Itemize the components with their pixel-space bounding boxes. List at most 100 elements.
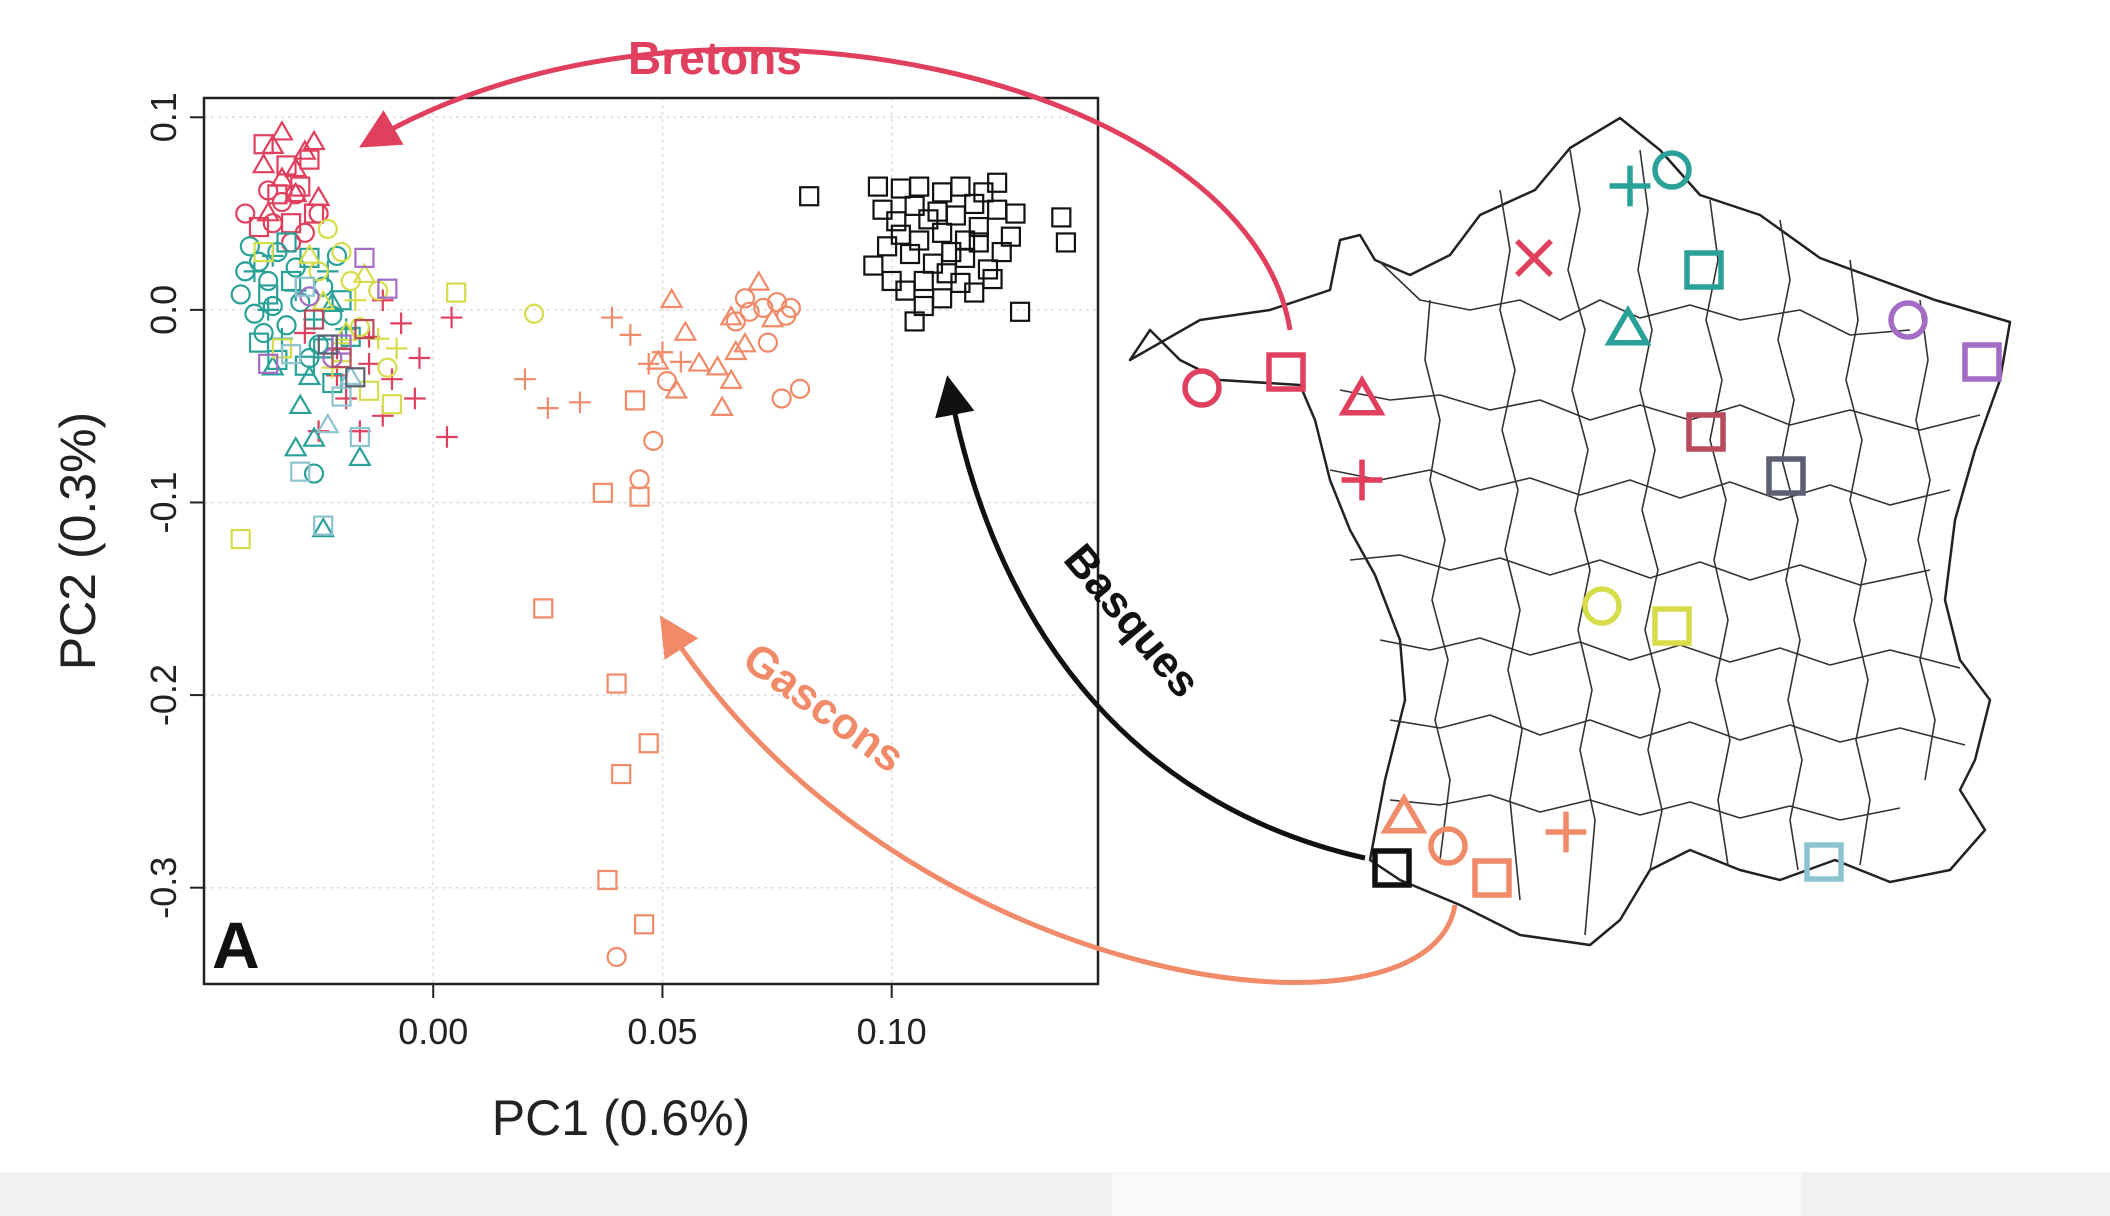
point-yellow-plus-0 [344,289,367,312]
point-red-square-7 [248,216,270,238]
map-marker-square-basque [1372,848,1412,888]
point-orange-triangle-2 [687,351,711,372]
point-black-square-44 [918,209,939,230]
map-marker-square-center [1652,606,1692,646]
map-marker-cross [1515,239,1553,277]
point-teal-circle-7 [276,315,297,336]
point-orange-square-0 [592,482,613,503]
point-orange-plus-1 [537,397,559,419]
point-slate-square-1 [345,367,366,388]
point-yellow-circle-0 [317,218,338,240]
point-orange-triangle-1 [673,320,698,341]
point-teal-circle-14 [303,463,325,484]
point-orange-triangle-8 [710,395,734,416]
point-orange-square-3 [533,598,554,619]
point-black-square-40 [936,263,957,284]
point-purple-square-2 [258,353,279,374]
map-marker-circle-southwest [1428,826,1468,866]
point-teal-triangle-5 [297,364,322,386]
map-marker-circle-top [1652,150,1692,190]
point-black-square-12 [945,205,966,226]
point-teal-triangle-6 [320,291,345,312]
point-purple-square-1 [377,278,398,299]
point-orange-triangle-9 [719,368,744,389]
point-teal-triangle-3 [311,516,336,538]
point-orange-plus-0 [514,368,536,391]
map-marker-square-east [1962,342,2002,382]
point-orange-circle-3 [753,297,774,319]
point-black-square-7 [987,172,1008,193]
y-tick-label-4: -0.3 [143,857,184,919]
france-outline [1128,116,2012,947]
point-yellow-square-3 [358,380,380,401]
point-black-square-41 [968,216,989,238]
point-red-square-0 [253,134,274,155]
point-orange-circle-12 [629,469,650,490]
bottom-strip-inner [1112,1172,1802,1216]
point-black-square-2 [890,178,911,199]
point-orange-circle-13 [606,946,627,968]
point-yellow-triangle-2 [334,320,358,341]
point-orange-circle-0 [725,311,746,332]
x-tick-label-2: 0.10 [857,1011,927,1052]
plot-frame [202,96,1100,986]
point-black-square-33 [913,270,934,292]
point-black-square-22 [909,230,930,251]
y-axis: 0.1 0.0 -0.1 -0.2 -0.3 [143,92,204,919]
point-orange-triangle-5 [733,331,757,353]
point-black-square-15 [1005,203,1026,224]
map-markers [1182,150,2002,898]
point-maroon-square-1 [331,347,352,369]
point-red-triangle-0 [270,120,294,141]
point-red-plus-8 [404,387,426,410]
point-orange-circle-9 [789,378,811,399]
point-black-square-10 [904,195,925,216]
gascons-arrow [659,615,1458,986]
point-red-square-5 [303,203,325,224]
point-yellow-square-1 [446,282,467,303]
map-marker-circle-brittany [1182,368,1222,408]
point-black-square-37 [982,268,1003,290]
point-red-square-2 [276,155,297,176]
point-orange-circle-2 [739,301,760,322]
point-black-square-18 [863,255,884,276]
point-yellow-square-0 [230,528,251,550]
point-teal-square-7 [276,232,297,253]
point-black-square-0 [799,186,820,207]
y-tick-label-0: 0.1 [143,92,184,142]
point-black-square-34 [932,288,953,309]
point-orange-plus-6 [569,391,591,414]
point-red-circle-7 [262,213,283,234]
point-orange-plus-4 [651,341,674,364]
grid-lines [204,98,1098,984]
point-red-plus-6 [349,420,371,443]
point-lightblue-square-2 [349,426,370,448]
point-teal-triangle-0 [288,393,313,415]
point-teal-circle-0 [230,284,251,305]
point-orange-square-4 [606,673,627,694]
point-red-circle-5 [308,203,329,224]
france-map [1128,116,2012,947]
point-orange-square-7 [597,869,618,891]
bottom-strip [0,1172,2110,1216]
point-black-square-8 [872,199,893,220]
point-teal-plus-4 [303,308,325,331]
point-yellow-circle-3 [349,317,370,338]
pca-scatter-panel: 0.00 0.05 0.10 0.1 0.0 -0.1 -0.2 -0.3 A PC1 (0… [50,92,1100,1146]
point-red-circle-6 [285,184,306,205]
point-purple-square-0 [354,247,375,268]
point-black-square-42 [904,311,925,332]
map-marker-plus-west [1341,459,1383,501]
point-red-plus-9 [408,347,431,369]
map-marker-plus-top [1609,165,1651,207]
map-marker-circle-center [1582,586,1622,626]
point-black-square-17 [1055,232,1077,253]
map-marker-square-southeast [1804,842,1844,882]
bretons-arrow [359,46,1293,331]
point-teal-circle-1 [239,236,260,257]
point-red-circle-0 [235,203,256,224]
map-marker-square-north [1684,250,1724,290]
point-teal-square-0 [248,332,270,353]
point-black-square-19 [877,236,898,257]
